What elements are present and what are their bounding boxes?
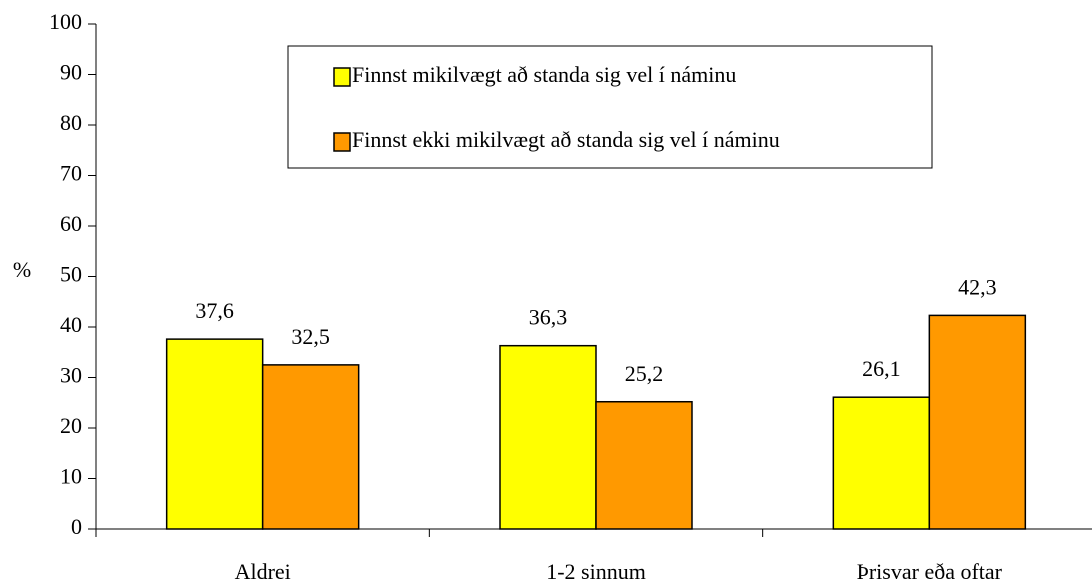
y-axis-label: % [13,257,31,282]
legend-swatch [333,132,351,152]
bar [595,400,693,530]
x-tick-label: 1-2 sinnum [546,559,646,584]
y-tick-label: 60 [60,211,82,236]
bar [165,338,264,530]
y-tick-label: 20 [60,413,82,438]
y-tick-label: 0 [71,514,82,539]
y-tick-label: 50 [60,262,82,287]
legend-box [287,45,933,169]
y-tick-label: 10 [60,464,82,489]
value-label: 32,5 [291,324,330,349]
value-label: 42,3 [958,274,997,299]
value-label: 25,2 [625,361,664,386]
y-tick-label: 40 [60,312,82,337]
y-tick-label: 80 [60,110,82,135]
y-tick-label: 90 [60,60,82,85]
x-tick-label: Þrisvar eða oftar [857,559,1003,584]
bar [832,396,931,530]
legend-label: Finnst ekki mikilvægt að standa sig vel … [352,127,780,152]
x-tick-label: Aldrei [235,559,291,584]
value-label: 36,3 [529,305,568,330]
y-tick-label: 70 [60,161,82,186]
y-tick-label: 30 [60,363,82,388]
value-label: 37,6 [195,298,234,323]
bar [261,364,360,530]
legend-label: Finnst mikilvægt að standa sig vel í nám… [352,62,736,87]
value-label: 26,1 [862,356,901,381]
bar [928,314,1027,530]
legend-swatch [333,67,351,87]
y-tick-label: 100 [49,9,82,34]
bar [499,344,597,530]
